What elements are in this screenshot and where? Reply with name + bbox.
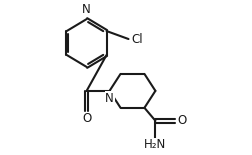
Text: Cl: Cl xyxy=(131,33,143,46)
Text: N: N xyxy=(82,4,91,16)
Text: O: O xyxy=(178,114,187,127)
Text: H₂N: H₂N xyxy=(144,138,167,151)
Text: O: O xyxy=(82,112,91,125)
Text: N: N xyxy=(105,92,114,105)
